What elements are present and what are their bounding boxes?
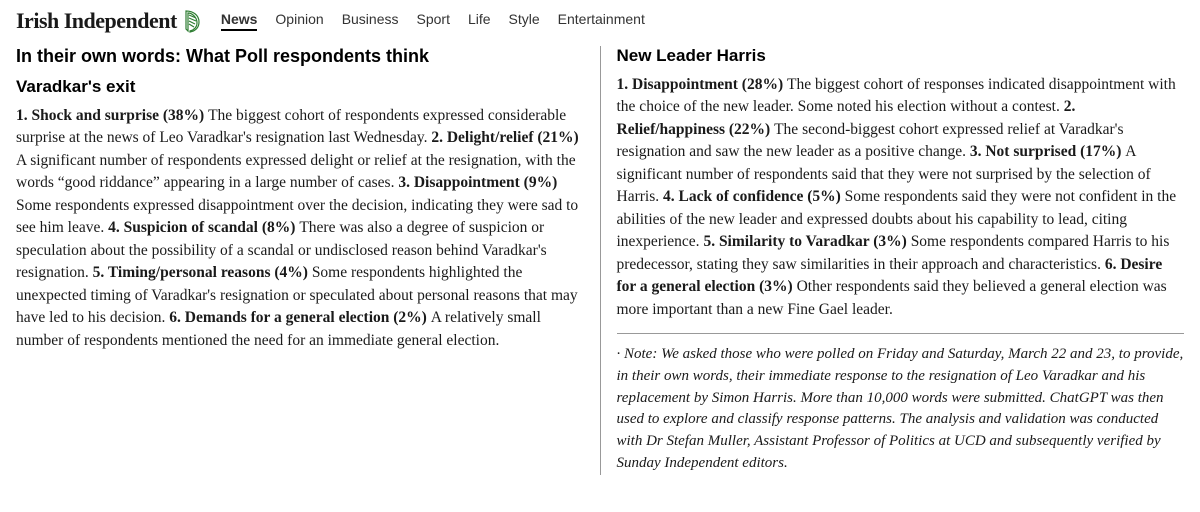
primary-nav: News Opinion Business Sport Life Style E… bbox=[221, 11, 645, 31]
point-label: 5. Timing/personal reasons (4%) bbox=[93, 264, 312, 281]
nav-item-opinion[interactable]: Opinion bbox=[275, 11, 323, 31]
logo-text: Irish Independent bbox=[16, 8, 177, 34]
point-label: 5. Similarity to Varadkar (3%) bbox=[703, 233, 910, 250]
right-body-text: 1. Disappointment (28%) The biggest coho… bbox=[617, 74, 1185, 321]
nav-item-style[interactable]: Style bbox=[509, 11, 540, 31]
point-label: 4. Suspicion of scandal (8%) bbox=[108, 219, 299, 236]
left-section-title: Varadkar's exit bbox=[16, 77, 584, 97]
point-label: 1. Disappointment (28%) bbox=[617, 76, 788, 93]
column-left: In their own words: What Poll respondent… bbox=[16, 46, 601, 475]
site-logo[interactable]: Irish Independent bbox=[16, 8, 201, 34]
point-label: 3. Disappointment (9%) bbox=[398, 174, 557, 191]
article-body: In their own words: What Poll respondent… bbox=[0, 38, 1200, 475]
point-label: 1. Shock and surprise (38%) bbox=[16, 107, 208, 124]
left-body-text: 1. Shock and surprise (38%) The biggest … bbox=[16, 105, 584, 352]
article-main-title: In their own words: What Poll respondent… bbox=[16, 46, 584, 67]
nav-item-business[interactable]: Business bbox=[342, 11, 399, 31]
right-section-title: New Leader Harris bbox=[617, 46, 1185, 66]
column-right: New Leader Harris 1. Disappointment (28%… bbox=[601, 46, 1185, 475]
point-label: 4. Lack of confidence (5%) bbox=[663, 188, 845, 205]
harp-icon bbox=[183, 9, 201, 33]
point-label: 2. Delight/relief (21%) bbox=[431, 129, 578, 146]
nav-item-entertainment[interactable]: Entertainment bbox=[558, 11, 645, 31]
nav-item-sport[interactable]: Sport bbox=[417, 11, 450, 31]
methodology-note: · Note: We asked those who were polled o… bbox=[617, 333, 1185, 475]
point-label: 3. Not surprised (17%) bbox=[970, 143, 1125, 160]
site-header: Irish Independent News Opinion Business … bbox=[0, 0, 1200, 38]
nav-item-life[interactable]: Life bbox=[468, 11, 491, 31]
nav-item-news[interactable]: News bbox=[221, 11, 258, 31]
point-label: 6. Demands for a general election (2%) bbox=[169, 309, 430, 326]
